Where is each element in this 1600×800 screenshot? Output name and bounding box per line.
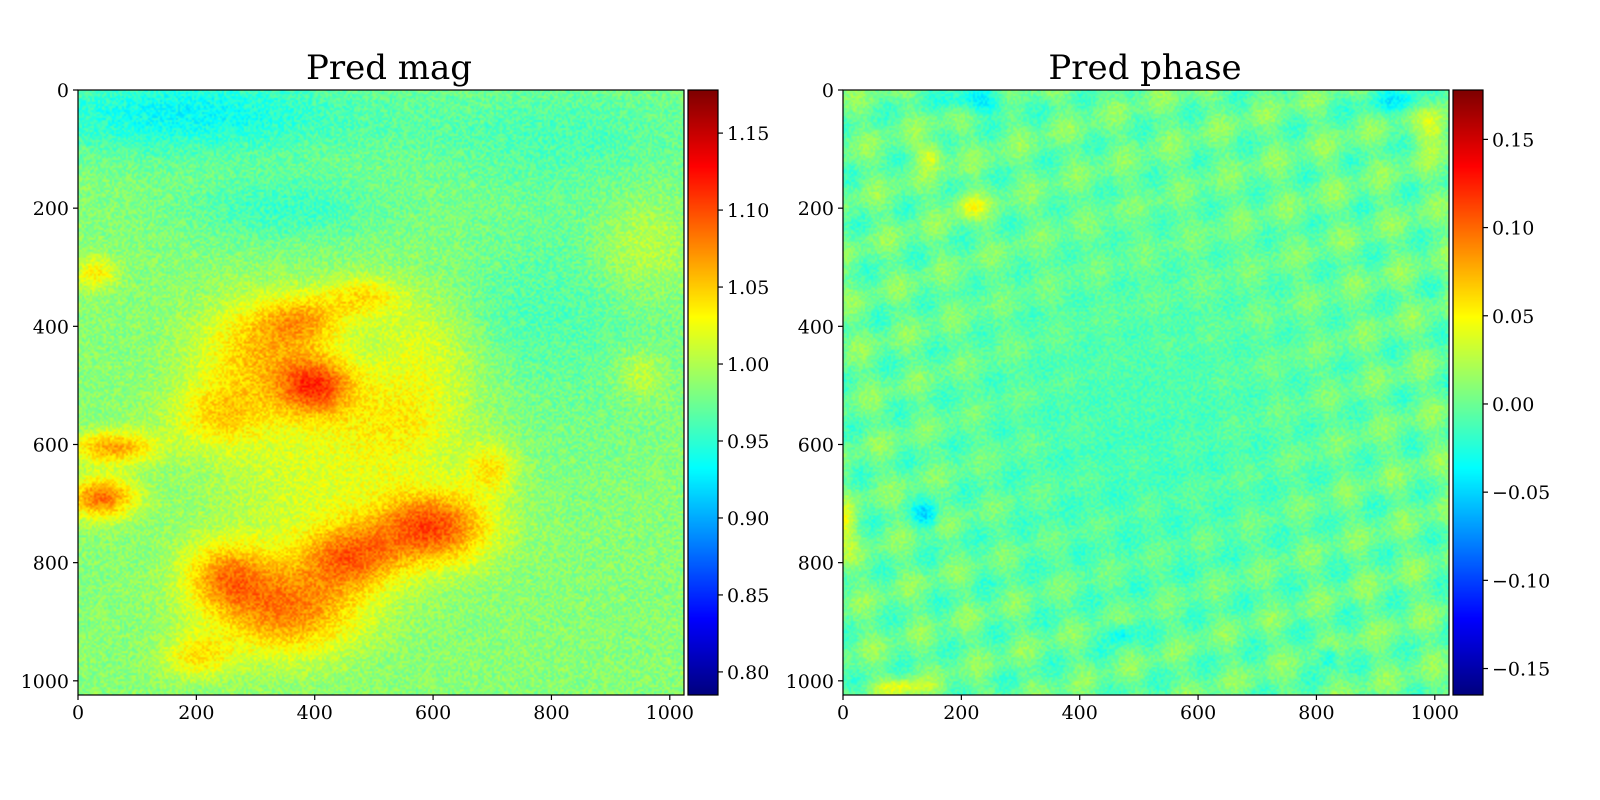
colorbar-phase (1453, 90, 1483, 695)
chart-title-mag: Pred mag (306, 48, 472, 88)
x-tick-label: 600 (415, 702, 451, 724)
colorbar-frame-phase (1452, 89, 1484, 696)
x-axis-phase: 0 200 400 600 800 1000 (837, 695, 1459, 724)
y-tick-label: 1000 (21, 671, 69, 693)
y-tick-label: 0 (57, 80, 69, 102)
x-tick-label: 0 (837, 702, 849, 724)
x-axis-mag: 0 200 400 600 800 1000 (72, 695, 694, 724)
x-tick-label: 400 (1062, 702, 1098, 724)
colorbar-tick-label: 0.80 (727, 662, 769, 684)
x-tick-label: 800 (1298, 702, 1334, 724)
colorbar-tick-label: 0.05 (1492, 306, 1534, 328)
panel-pred-mag: Pred mag 0 200 400 600 800 1000 0 200 400 600 800… (21, 48, 770, 724)
colorbar-tick-label: 0.00 (1492, 394, 1534, 416)
colorbar-tick-label: 0.95 (727, 431, 769, 453)
colorbar-tick-label: −0.05 (1492, 482, 1550, 504)
colorbar-tick-label: 0.85 (727, 585, 769, 607)
y-axis-phase: 0 200 400 600 800 1000 (786, 80, 843, 693)
y-tick-label: 0 (822, 80, 834, 102)
colorbar-tick-label: 0.10 (1492, 218, 1534, 240)
colorbar-tick-label: 0.15 (1492, 129, 1534, 151)
colorbar-mag (688, 90, 718, 695)
colorbar-axis-mag: 0.80 0.85 0.90 0.95 1.00 1.05 1.10 1.15 (718, 123, 769, 684)
x-tick-label: 600 (1180, 702, 1216, 724)
y-tick-label: 800 (798, 553, 834, 575)
colorbar-tick-label: 1.00 (727, 354, 769, 376)
colorbar-tick-label: 1.15 (727, 123, 769, 145)
plot-frame-mag (77, 89, 685, 696)
chart-title-phase: Pred phase (1048, 48, 1241, 88)
colorbar-tick-label: 1.05 (727, 277, 769, 299)
y-tick-label: 200 (33, 198, 69, 220)
x-tick-label: 1000 (646, 702, 694, 724)
y-tick-label: 800 (33, 553, 69, 575)
x-tick-label: 200 (178, 702, 214, 724)
colorbar-frame-mag (687, 89, 719, 696)
colorbar-tick-label: −0.15 (1492, 659, 1550, 681)
y-tick-label: 600 (33, 434, 69, 456)
heatmap-phase (843, 90, 1449, 695)
y-axis-mag: 0 200 400 600 800 1000 (21, 80, 78, 693)
y-tick-label: 200 (798, 198, 834, 220)
colorbar-axis-phase: −0.15 −0.10 −0.05 0.00 0.05 0.10 0.15 (1483, 129, 1550, 681)
heatmap-mag (78, 90, 684, 695)
panel-pred-phase: Pred phase 0 200 400 600 800 1000 0 200 400 600 8… (786, 48, 1551, 724)
x-tick-label: 800 (533, 702, 569, 724)
plot-frame-phase (842, 89, 1450, 696)
x-tick-label: 1000 (1411, 702, 1459, 724)
y-tick-label: 400 (33, 316, 69, 338)
x-tick-label: 0 (72, 702, 84, 724)
x-tick-label: 400 (297, 702, 333, 724)
x-tick-label: 200 (943, 702, 979, 724)
colorbar-tick-label: 0.90 (727, 508, 769, 530)
colorbar-tick-label: −0.10 (1492, 570, 1550, 592)
y-tick-label: 400 (798, 316, 834, 338)
y-tick-label: 600 (798, 434, 834, 456)
y-tick-label: 1000 (786, 671, 834, 693)
colorbar-tick-label: 1.10 (727, 200, 769, 222)
